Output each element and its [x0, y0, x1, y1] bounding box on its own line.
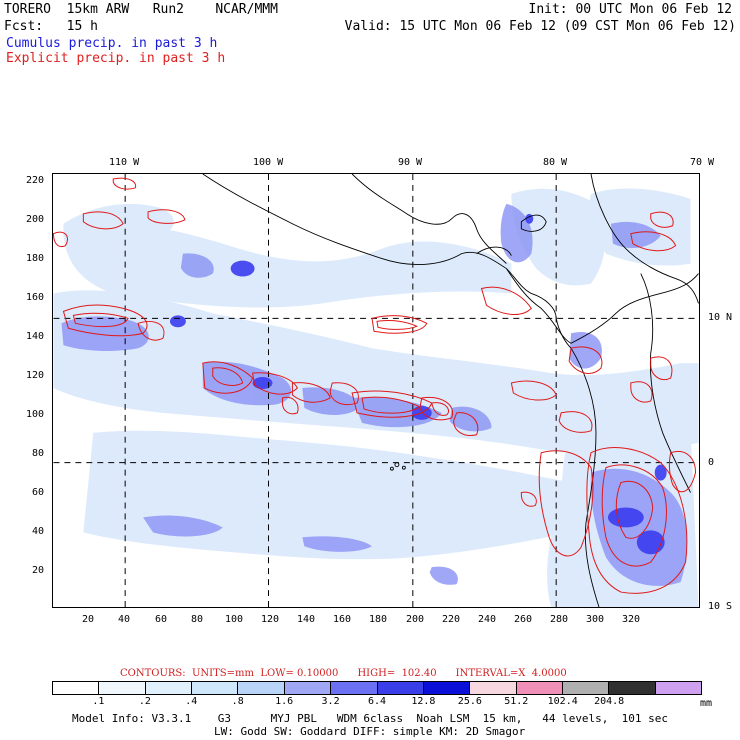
- legend-explicit-precip: Explicit precip. in past 3 h: [6, 51, 226, 66]
- model-info-line1: Model Info: V3.3.1 G3 MYJ PBL WDM 6class…: [72, 712, 669, 725]
- colorbar-swatch: [191, 682, 238, 694]
- colorbar-swatch: [330, 682, 377, 694]
- cumulus-dark-field: [169, 213, 667, 555]
- colorbar-label: 3.2: [321, 696, 340, 707]
- grid-x-label: 160: [333, 614, 352, 625]
- grid-y-label: 160: [26, 292, 45, 303]
- grid-y-label: 60: [32, 487, 45, 498]
- colorbar-labels: .1 .2 .4 .8 1.6 3.2 6.4 12.8 25.6 51.2 102.4 204.8: [52, 696, 702, 708]
- grid-y-label: 100: [26, 409, 45, 420]
- colorbar-swatch: [422, 682, 470, 694]
- colorbar-label: 6.4: [367, 696, 387, 707]
- grid-x-label: 220: [442, 614, 461, 625]
- explicit-precip-contours: [53, 177, 697, 594]
- lat-label-10n: 10 N: [708, 312, 733, 323]
- grid-y-label: 180: [26, 253, 45, 264]
- coastline: [202, 174, 699, 607]
- grid-x-label: 200: [406, 614, 425, 625]
- colorbar-label: .8: [231, 696, 244, 707]
- lat-label-10s: 10 S: [708, 601, 733, 612]
- colorbar-swatch: [53, 682, 99, 694]
- header-valid-time: Valid: 15 UTC Mon 06 Feb 12 (09 CST Mon …: [344, 19, 736, 34]
- colorbar-swatch: [654, 682, 702, 694]
- lat-lon-grid: [53, 174, 699, 607]
- lat-label-0: 0: [708, 457, 715, 468]
- colorbar-swatch: [376, 682, 423, 694]
- grid-x-label: 120: [261, 614, 280, 625]
- grid-x-label: 260: [514, 614, 533, 625]
- grid-x-label: 140: [297, 614, 316, 625]
- colorbar-label: .4: [185, 696, 198, 707]
- colorbar-swatch: [283, 682, 331, 694]
- grid-x-label: 320: [622, 614, 641, 625]
- colorbar-label: 12.8: [411, 696, 436, 707]
- grid-y-label: 140: [26, 331, 45, 342]
- colorbar: [52, 681, 702, 695]
- colorbar-swatch: [469, 682, 516, 694]
- grid-x-label: 60: [155, 614, 168, 625]
- grid-x-label: 80: [191, 614, 204, 625]
- contours-info: CONTOURS: UNITS=mm LOW= 0.10000 HIGH= 10…: [120, 668, 567, 679]
- header-model-run: TORERO 15km ARW Run2 NCAR/MMM: [4, 2, 278, 17]
- lon-label-90w: 90 W: [398, 157, 423, 168]
- grid-y-label: 220: [26, 175, 45, 186]
- lon-label-110w: 110 W: [109, 157, 140, 168]
- grid-x-label: 180: [369, 614, 388, 625]
- grid-x-label: 40: [118, 614, 131, 625]
- lon-label-70w: 70 W: [690, 157, 715, 168]
- grid-x-label: 100: [225, 614, 244, 625]
- grid-x-label: 300: [586, 614, 605, 625]
- legend-cumulus-precip: Cumulus precip. in past 3 h: [6, 36, 218, 51]
- colorbar-swatch: [515, 682, 562, 694]
- grid-y-label: 40: [32, 526, 45, 537]
- precip-map: [52, 173, 700, 608]
- grid-y-label: 200: [26, 214, 45, 225]
- grid-x-label: 280: [550, 614, 569, 625]
- lon-label-80w: 80 W: [543, 157, 568, 168]
- lon-label-100w: 100 W: [253, 157, 284, 168]
- grid-x-label: 240: [478, 614, 497, 625]
- colorbar-swatch: [608, 682, 655, 694]
- colorbar-label: .1: [92, 696, 105, 707]
- grid-x-label: 20: [82, 614, 95, 625]
- colorbar-swatch: [98, 682, 145, 694]
- colorbar-unit: mm: [700, 698, 713, 709]
- grid-y-label: 20: [32, 565, 45, 576]
- colorbar-label: 51.2: [504, 696, 529, 707]
- header-init-time: Init: 00 UTC Mon 06 Feb 12: [528, 2, 733, 17]
- colorbar-swatch: [237, 682, 284, 694]
- colorbar-swatch: [144, 682, 192, 694]
- grid-y-label: 120: [26, 370, 45, 381]
- grid-y-label: 80: [32, 448, 45, 459]
- colorbar-label: 1.6: [275, 696, 294, 707]
- header-forecast-hour: Fcst: 15 h: [4, 19, 98, 34]
- colorbar-label: 25.6: [457, 696, 482, 707]
- model-info-line2: LW: Godd SW: Goddard DIFF: simple KM: 2D…: [214, 725, 526, 738]
- colorbar-label: .2: [138, 696, 151, 707]
- colorbar-label: 204.8: [594, 696, 625, 707]
- colorbar-swatch: [561, 682, 609, 694]
- colorbar-label: 102.4: [547, 696, 578, 707]
